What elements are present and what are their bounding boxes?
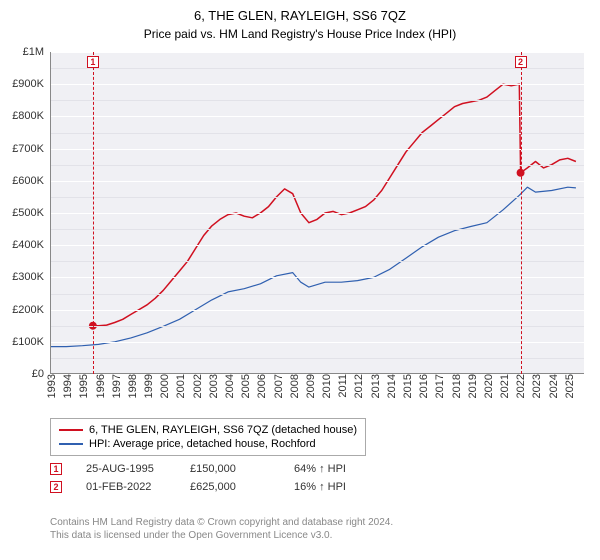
x-axis-line — [50, 373, 584, 374]
x-tick-label: 2024 — [544, 374, 560, 398]
x-tick-label: 2018 — [447, 374, 463, 398]
x-tick-label: 2002 — [188, 374, 204, 398]
x-tick-label: 2006 — [252, 374, 268, 398]
x-tick-label: 2022 — [511, 374, 527, 398]
y-tick-label: £900K — [12, 78, 50, 90]
gridline-y — [50, 181, 584, 182]
gridline-y-minor — [50, 133, 584, 134]
gridline-y — [50, 52, 584, 53]
gridline-y-minor — [50, 294, 584, 295]
gridline-y-minor — [50, 197, 584, 198]
annotation-pct: 16% ↑ HPI — [294, 481, 374, 493]
annotation-pct: 64% ↑ HPI — [294, 463, 374, 475]
gridline-y — [50, 245, 584, 246]
annotation-price: £150,000 — [190, 463, 270, 475]
gridline-y — [50, 310, 584, 311]
x-tick-label: 2009 — [301, 374, 317, 398]
y-tick-label: £100K — [12, 336, 50, 348]
annotation-table: 1 25-AUG-1995 £150,000 64% ↑ HPI 2 01-FEB-202… — [50, 460, 374, 496]
gridline-y-minor — [50, 165, 584, 166]
x-tick-label: 2001 — [171, 374, 187, 398]
x-tick-label: 2015 — [398, 374, 414, 398]
gridline-y-minor — [50, 261, 584, 262]
x-tick-label: 1998 — [123, 374, 139, 398]
legend-item: 6, THE GLEN, RAYLEIGH, SS6 7QZ (detached… — [59, 423, 357, 437]
legend: 6, THE GLEN, RAYLEIGH, SS6 7QZ (detached… — [50, 418, 366, 456]
x-tick-label: 2021 — [495, 374, 511, 398]
y-tick-label: £500K — [12, 207, 50, 219]
x-tick-label: 1996 — [91, 374, 107, 398]
legend-label: 6, THE GLEN, RAYLEIGH, SS6 7QZ (detached… — [89, 424, 357, 436]
x-tick-label: 1995 — [74, 374, 90, 398]
x-tick-label: 2011 — [333, 374, 349, 398]
x-tick-label: 2004 — [220, 374, 236, 398]
footnote-line: Contains HM Land Registry data © Crown c… — [50, 516, 393, 529]
y-tick-label: £800K — [12, 110, 50, 122]
x-tick-label: 2012 — [349, 374, 365, 398]
gridline-y — [50, 342, 584, 343]
annotation-marker: 1 — [50, 463, 62, 475]
x-tick-label: 1997 — [107, 374, 123, 398]
annotation-price: £625,000 — [190, 481, 270, 493]
x-tick-label: 2003 — [204, 374, 220, 398]
footnote: Contains HM Land Registry data © Crown c… — [50, 516, 393, 542]
annotation-date: 01-FEB-2022 — [86, 481, 166, 493]
gridline-y — [50, 149, 584, 150]
series-line — [93, 84, 576, 326]
legend-swatch — [59, 443, 83, 445]
gridline-y-minor — [50, 229, 584, 230]
x-tick-label: 2017 — [430, 374, 446, 398]
chart-title: 6, THE GLEN, RAYLEIGH, SS6 7QZ — [0, 0, 600, 23]
marker-label: 1 — [87, 56, 99, 68]
annotation-row: 1 25-AUG-1995 £150,000 64% ↑ HPI — [50, 460, 374, 478]
x-tick-label: 2020 — [479, 374, 495, 398]
gridline-y-minor — [50, 358, 584, 359]
chart-subtitle: Price paid vs. HM Land Registry's House … — [0, 23, 600, 47]
gridline-y — [50, 277, 584, 278]
x-tick-label: 2014 — [382, 374, 398, 398]
legend-label: HPI: Average price, detached house, Roch… — [89, 438, 316, 450]
annotation-marker: 2 — [50, 481, 62, 493]
y-axis-line — [50, 52, 51, 374]
gridline-y-minor — [50, 100, 584, 101]
y-tick-label: £400K — [12, 239, 50, 251]
series-line — [50, 187, 576, 346]
x-tick-label: 1999 — [139, 374, 155, 398]
x-tick-label: 2016 — [414, 374, 430, 398]
x-tick-label: 2019 — [463, 374, 479, 398]
gridline-y — [50, 84, 584, 85]
annotation-date: 25-AUG-1995 — [86, 463, 166, 475]
x-tick-label: 2000 — [155, 374, 171, 398]
marker-label: 2 — [515, 56, 527, 68]
x-tick-label: 1993 — [42, 374, 58, 398]
x-tick-label: 2010 — [317, 374, 333, 398]
gridline-y — [50, 116, 584, 117]
x-tick-label: 2008 — [285, 374, 301, 398]
y-tick-label: £700K — [12, 143, 50, 155]
x-tick-label: 2007 — [269, 374, 285, 398]
plot-area: £0£100K£200K£300K£400K£500K£600K£700K£80… — [50, 52, 584, 374]
legend-swatch — [59, 429, 83, 431]
legend-item: HPI: Average price, detached house, Roch… — [59, 437, 357, 451]
x-tick-label: 2005 — [236, 374, 252, 398]
x-tick-label: 2023 — [527, 374, 543, 398]
chart-container: 6, THE GLEN, RAYLEIGH, SS6 7QZ Price pai… — [0, 0, 600, 560]
marker-vline — [521, 52, 522, 374]
gridline-y-minor — [50, 326, 584, 327]
gridline-y — [50, 213, 584, 214]
y-tick-label: £600K — [12, 175, 50, 187]
y-tick-label: £1M — [23, 46, 50, 58]
x-tick-label: 1994 — [58, 374, 74, 398]
annotation-row: 2 01-FEB-2022 £625,000 16% ↑ HPI — [50, 478, 374, 496]
marker-vline — [93, 52, 94, 374]
x-tick-label: 2025 — [560, 374, 576, 398]
footnote-line: This data is licensed under the Open Gov… — [50, 529, 393, 542]
gridline-y-minor — [50, 68, 584, 69]
x-tick-label: 2013 — [366, 374, 382, 398]
y-tick-label: £300K — [12, 271, 50, 283]
y-tick-label: £200K — [12, 304, 50, 316]
